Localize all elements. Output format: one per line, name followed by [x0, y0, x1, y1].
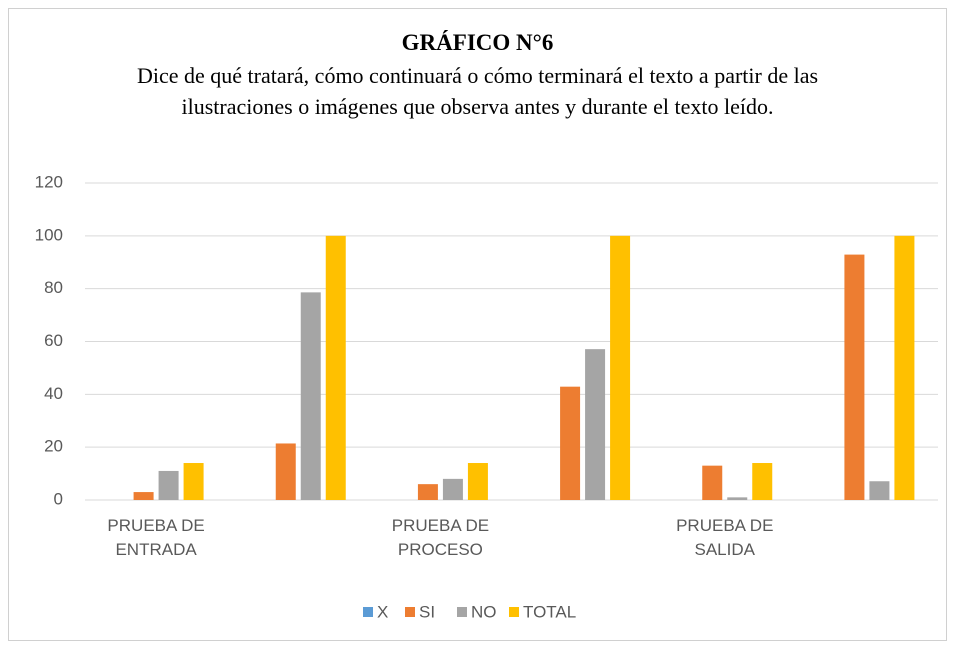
legend-swatch — [363, 607, 373, 617]
y-tick-label: 100 — [35, 225, 63, 244]
y-tick-label: 40 — [44, 384, 63, 403]
bar — [702, 465, 723, 500]
y-tick-label: 80 — [44, 278, 63, 297]
legend-swatch — [457, 607, 467, 617]
bar — [844, 254, 865, 500]
bar — [133, 492, 154, 500]
bar — [894, 235, 915, 501]
legend-label: NO — [471, 602, 497, 621]
x-tick-label: PRUEBA DE ENTRADA — [107, 516, 205, 559]
x-tick-label: PRUEBA DE PROCESO — [391, 516, 490, 559]
bar — [300, 292, 321, 500]
bar — [610, 235, 631, 501]
y-tick-label: 120 — [35, 172, 63, 191]
bar — [467, 463, 488, 500]
bar — [417, 484, 438, 500]
chart-title: GRÁFICO N°6 — [401, 30, 554, 55]
legend-swatch — [509, 607, 519, 617]
bar — [752, 463, 773, 500]
x-tick-label-box: PRUEBA DE SALIDA — [676, 516, 774, 559]
bar — [158, 470, 179, 500]
bar — [727, 497, 748, 500]
x-tick-label-box: PRUEBA DE PROCESO — [391, 516, 490, 559]
legend-label: TOTAL — [523, 602, 576, 621]
bar — [275, 443, 296, 500]
bar — [325, 235, 346, 501]
legend-swatch — [405, 607, 415, 617]
bar — [560, 386, 581, 500]
bar — [869, 481, 890, 500]
y-tick-label: 20 — [44, 437, 63, 456]
bar — [585, 349, 606, 500]
y-tick-label: 0 — [54, 489, 63, 508]
y-tick-label: 60 — [44, 331, 63, 350]
chart-subtitle: Dice de qué tratará, cómo continuará o c… — [136, 63, 819, 119]
x-tick-label-box: PRUEBA DE ENTRADA — [107, 516, 205, 559]
legend-label: X — [377, 602, 388, 621]
legend-label: SI — [419, 602, 435, 621]
bar — [442, 478, 463, 500]
x-tick-label: PRUEBA DE SALIDA — [676, 516, 774, 559]
bar — [183, 463, 204, 500]
chart-frame — [8, 8, 947, 641]
